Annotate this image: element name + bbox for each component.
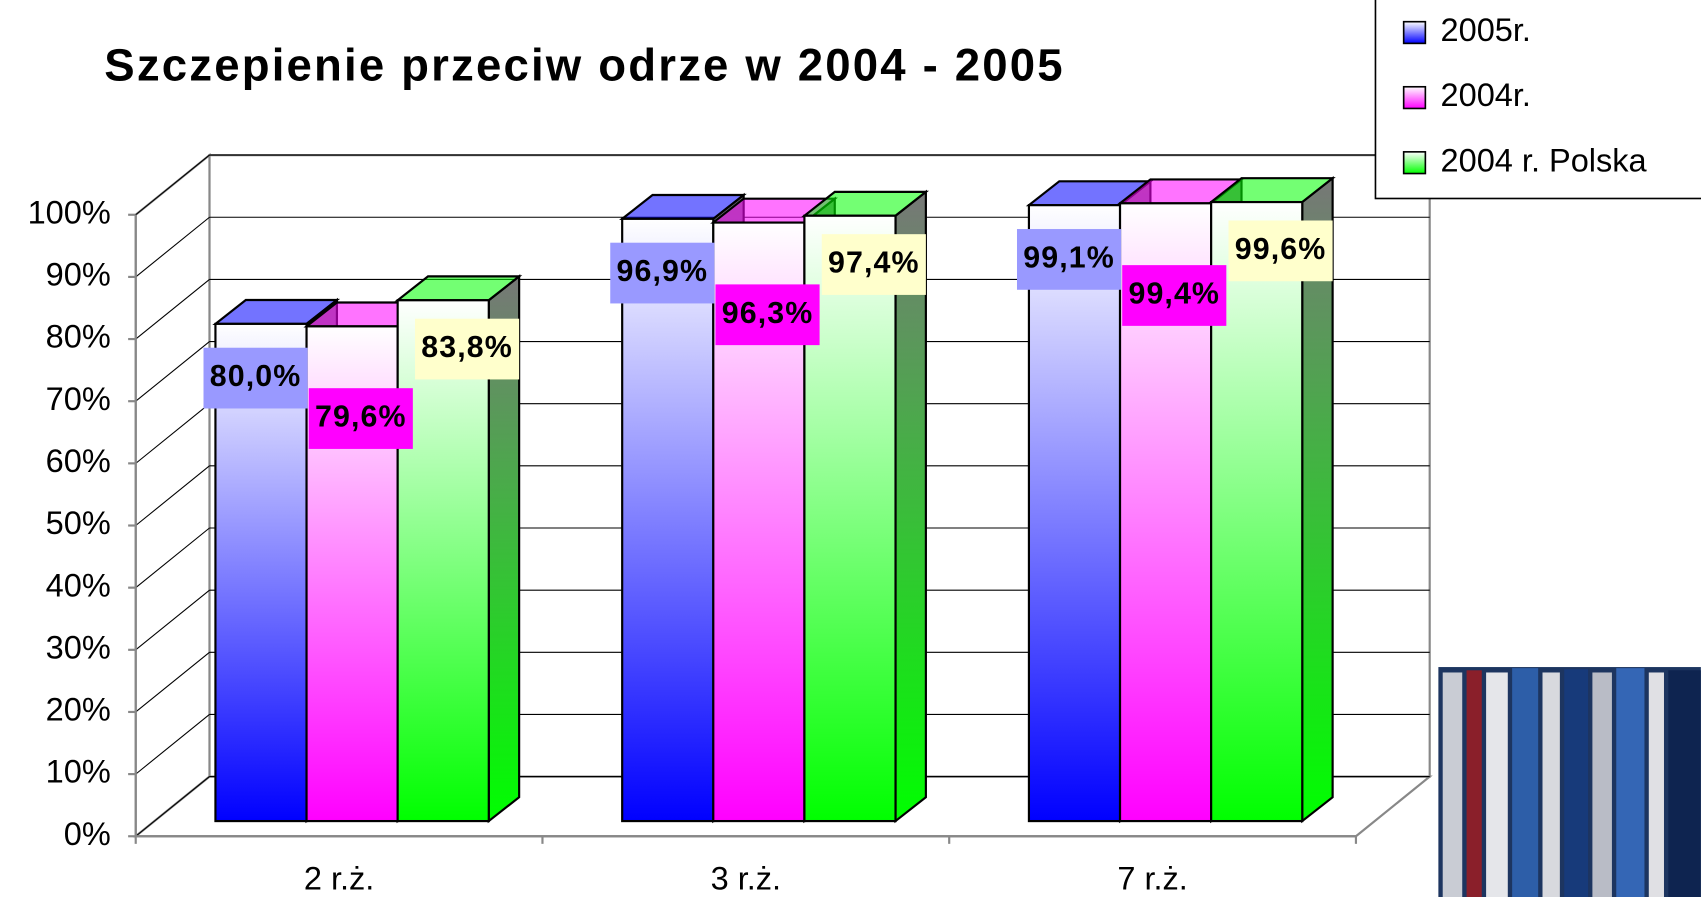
grid-line xyxy=(135,278,210,340)
y-tick-label: 70% xyxy=(46,381,111,417)
y-tick-label: 60% xyxy=(46,443,111,479)
value-label-box xyxy=(821,234,926,295)
legend-swatch xyxy=(1402,85,1427,110)
value-label-box xyxy=(1016,229,1122,290)
y-tick-label: 10% xyxy=(46,754,111,790)
y-tick-label: 20% xyxy=(46,692,111,728)
y-tick-label: 0% xyxy=(64,816,111,852)
x-tick-label: 7 r.ż. xyxy=(1117,860,1187,896)
x-tick-label: 3 r.ż. xyxy=(711,860,781,896)
value-label-box xyxy=(415,318,520,380)
value-label: 80,0% xyxy=(210,360,302,393)
value-label: 99,1% xyxy=(1023,241,1115,274)
y-tick-label: 50% xyxy=(46,505,111,541)
value-label: 99,6% xyxy=(1235,233,1327,266)
y-tick-label: 40% xyxy=(46,567,111,603)
value-label: 83,8% xyxy=(421,331,513,364)
value-label-box xyxy=(610,242,715,304)
value-label: 97,4% xyxy=(828,247,920,280)
bar-front xyxy=(1027,204,1122,823)
grid-line xyxy=(135,651,210,713)
bar-front xyxy=(621,217,715,823)
value-label-box xyxy=(1228,220,1333,282)
value-label: 79,6% xyxy=(315,401,407,434)
photo xyxy=(1438,667,1701,897)
value-label-box xyxy=(715,284,820,346)
grid-line xyxy=(135,216,210,278)
value-label: 96,3% xyxy=(722,297,814,330)
grid-line xyxy=(135,527,210,589)
grid-line xyxy=(135,341,210,402)
grid-line xyxy=(135,403,210,464)
y-tick-label: 80% xyxy=(46,319,111,355)
legend-box xyxy=(1374,0,1701,200)
value-label-box xyxy=(203,347,308,409)
bar xyxy=(394,274,523,824)
legend-swatch xyxy=(1402,20,1427,45)
grid-line xyxy=(135,714,210,775)
value-label-box xyxy=(1122,265,1227,326)
y-tick-label: 90% xyxy=(46,257,111,293)
value-label: 96,9% xyxy=(617,255,709,288)
bar-front xyxy=(396,299,490,823)
grid-line xyxy=(135,465,210,526)
legend-label: 2004r. xyxy=(1441,77,1531,113)
grid-line xyxy=(135,154,210,216)
y-tick-label: 30% xyxy=(46,629,111,665)
legend-label: 2004 r. Polska xyxy=(1441,142,1648,178)
legend-swatch xyxy=(1402,151,1427,175)
value-label-box xyxy=(308,388,413,449)
grid-line xyxy=(135,776,210,837)
bar xyxy=(801,189,930,824)
value-label: 99,4% xyxy=(1129,278,1221,311)
legend-label: 2005r. xyxy=(1441,12,1531,48)
y-tick-label: 100% xyxy=(28,194,111,230)
grid-line xyxy=(135,589,210,651)
chart-title: Szczepienie przeciw odrze w 2004 - 2005 xyxy=(104,39,1065,90)
x-tick-label: 2 r.ż. xyxy=(304,860,374,896)
